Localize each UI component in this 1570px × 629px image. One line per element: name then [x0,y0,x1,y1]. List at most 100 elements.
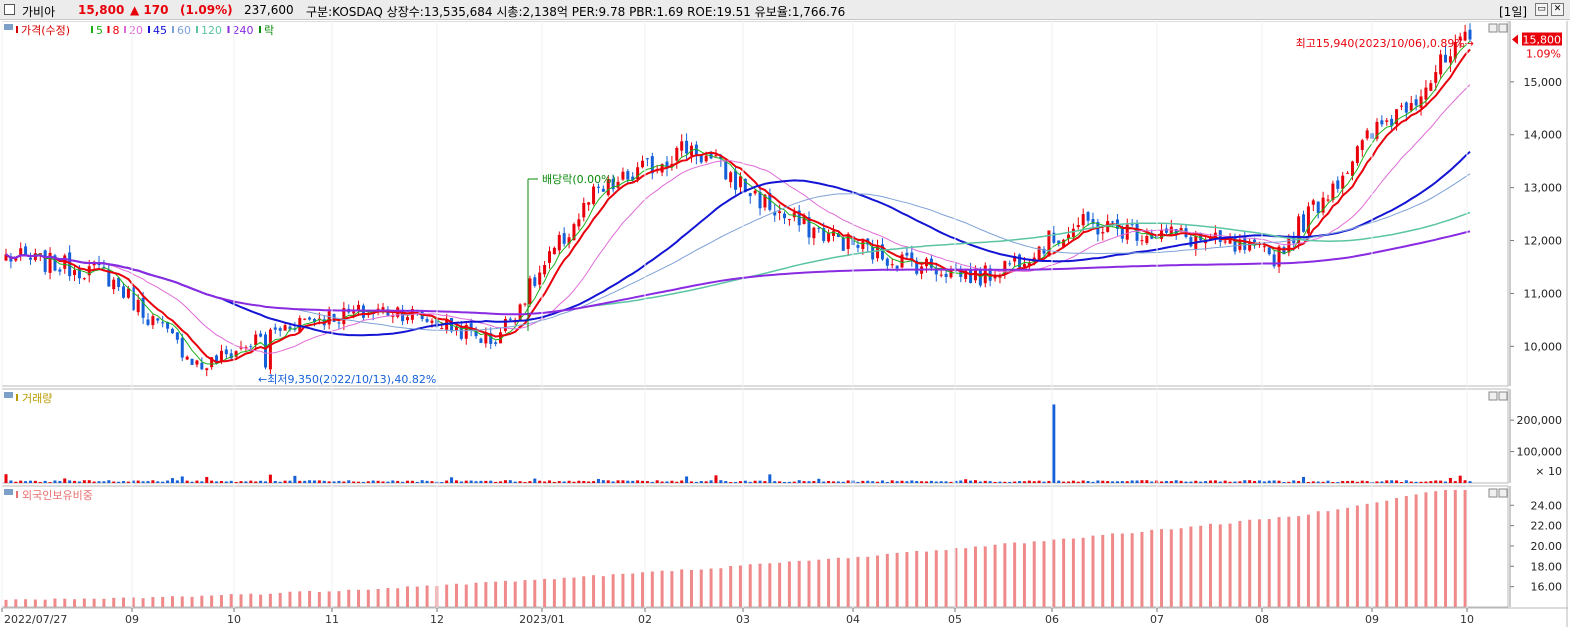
candle-body [82,278,86,280]
candle-body [391,315,395,317]
volume-bar [944,481,948,483]
volume-bar [905,481,909,483]
volume-bar [949,481,953,483]
volume-bar [312,480,316,483]
volume-bar [1321,481,1325,483]
candle-body [724,160,728,180]
volume-bar [827,480,831,483]
foreign-bar [1238,520,1242,607]
volume-bar [1277,480,1281,483]
volume-bar [1164,480,1168,483]
volume-bar [1199,481,1203,483]
candle-body [337,322,341,324]
volume-bar [268,474,272,483]
minimize-button[interactable]: ▭ [1535,3,1548,16]
volume-bar [650,481,654,483]
x-tick-label: 10 [1460,613,1474,626]
volume-bar [773,481,777,483]
foreign-bar [376,589,380,607]
candle-body [1037,246,1041,260]
volume-bar [969,480,973,483]
volume-bar [596,478,600,483]
foreign-bar [572,577,576,607]
foreign-bar [1267,519,1271,607]
candle-body [1463,31,1467,41]
candle-body [4,254,8,261]
volume-bar [567,480,571,483]
close-button[interactable]: ✕ [1551,3,1564,16]
foreign-bar [161,596,165,607]
volume-bar [63,478,67,483]
candle-body [254,334,258,345]
legend-label-5: 60 [177,24,191,37]
foreign-bar [915,550,919,607]
candle-body [450,317,454,332]
candle-body [552,247,556,255]
candle-body [783,213,787,219]
legend-label-2: 8 [113,24,120,37]
volume-bar [273,481,277,483]
volume-bar [959,480,963,483]
volume-bar [523,482,527,483]
foreign-bar [1169,529,1173,607]
checkbox[interactable] [4,4,15,15]
candle-body [249,346,253,348]
volume-bar [1292,480,1296,483]
volume-bar [283,480,287,483]
period-selector[interactable]: [1일] [1499,5,1528,19]
volume-bar [1380,481,1384,483]
volume-bar [156,481,160,483]
ma-20-line [5,84,1471,354]
candle-body [1130,224,1134,226]
foreign-bar [1081,537,1085,607]
candle-body [1341,175,1345,189]
foreign-bar [1248,519,1252,607]
candle-body [1380,120,1384,125]
volume-bar [92,481,96,483]
candle-body [641,160,645,168]
candle-body [523,303,527,305]
volume-bar [146,481,150,483]
volume-bar [1444,481,1448,483]
foreign-bar [1453,490,1457,607]
volume-bar [1331,482,1335,483]
volume-bar [1218,481,1222,483]
volume-bar [616,480,620,483]
candle-body [454,327,458,331]
candle-body [1439,54,1443,75]
candle-body [1277,246,1281,267]
volume-bar [1125,481,1129,483]
stock-name: 가비아 [22,5,56,19]
candle-body [768,192,772,210]
candle-body [215,355,219,364]
volume-bar [1350,480,1354,483]
candle-body [915,260,919,274]
candle-body [131,287,135,310]
chart-svg[interactable]: 15,000 14,000 13,000 12,000 11,000 10,000 가격(수… [0,20,1570,629]
candle-body [1013,256,1017,262]
volume-bar [219,480,223,483]
volume-bar [107,480,111,483]
foreign-bar [748,564,752,607]
volume-bar [1013,481,1017,483]
candle-body [841,237,845,251]
volume-bar [592,481,596,483]
foreign-bar [141,598,145,607]
volume-bar [1395,480,1399,483]
volume-bar [469,480,473,483]
candle-body [53,255,57,271]
candle-body [1223,241,1227,243]
volume-bar [293,475,297,483]
candle-body [161,322,165,324]
volume-bar [1052,404,1056,483]
candle-body [361,305,365,318]
panel-min-icon [1488,488,1498,498]
foreign-bar [1071,538,1075,607]
candle-body [1071,228,1075,237]
candle-body [797,210,801,226]
volume-bar [601,480,605,483]
candle-body [665,161,669,169]
candle-body [1253,239,1257,243]
foreign-bar [543,578,547,607]
volume-bar [641,480,645,483]
